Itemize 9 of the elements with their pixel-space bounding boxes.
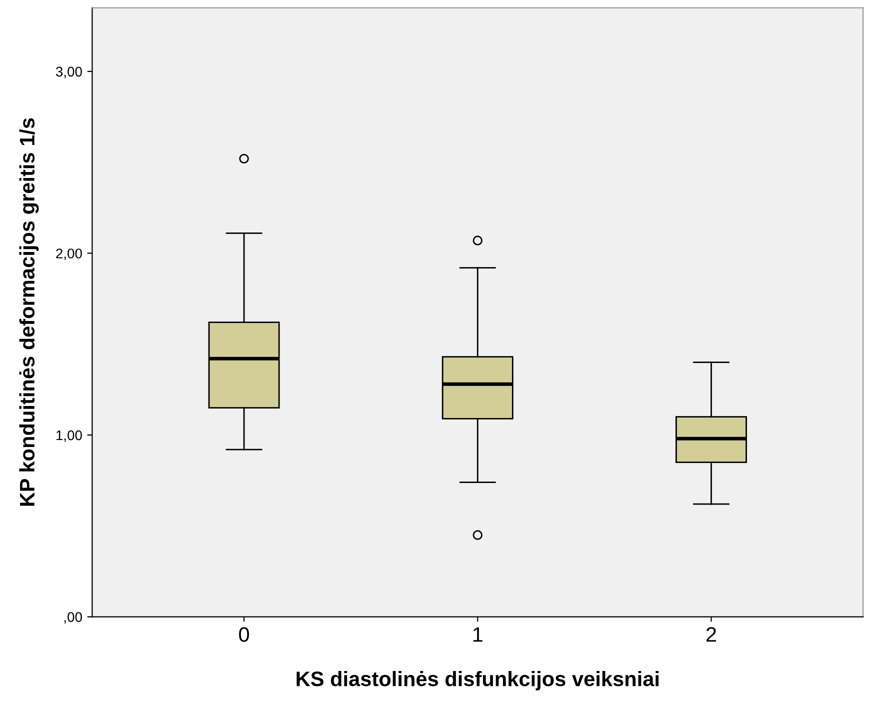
y-tick-label: 3,00 [56,66,82,78]
y-tick-label: 2,00 [56,248,82,260]
x-tick-label: 2 [706,627,716,642]
x-tick-label: 0 [239,627,250,642]
y-axis-title: KP konduitinės deformacijos greitis 1/s [19,118,39,506]
x-axis-title: KS diastolinės disfunkcijos veiksniai [296,670,659,690]
y-tick-label: 1,00 [56,430,82,442]
y-tick-label: ,00 [64,612,82,624]
x-tick-label: 1 [473,627,482,642]
